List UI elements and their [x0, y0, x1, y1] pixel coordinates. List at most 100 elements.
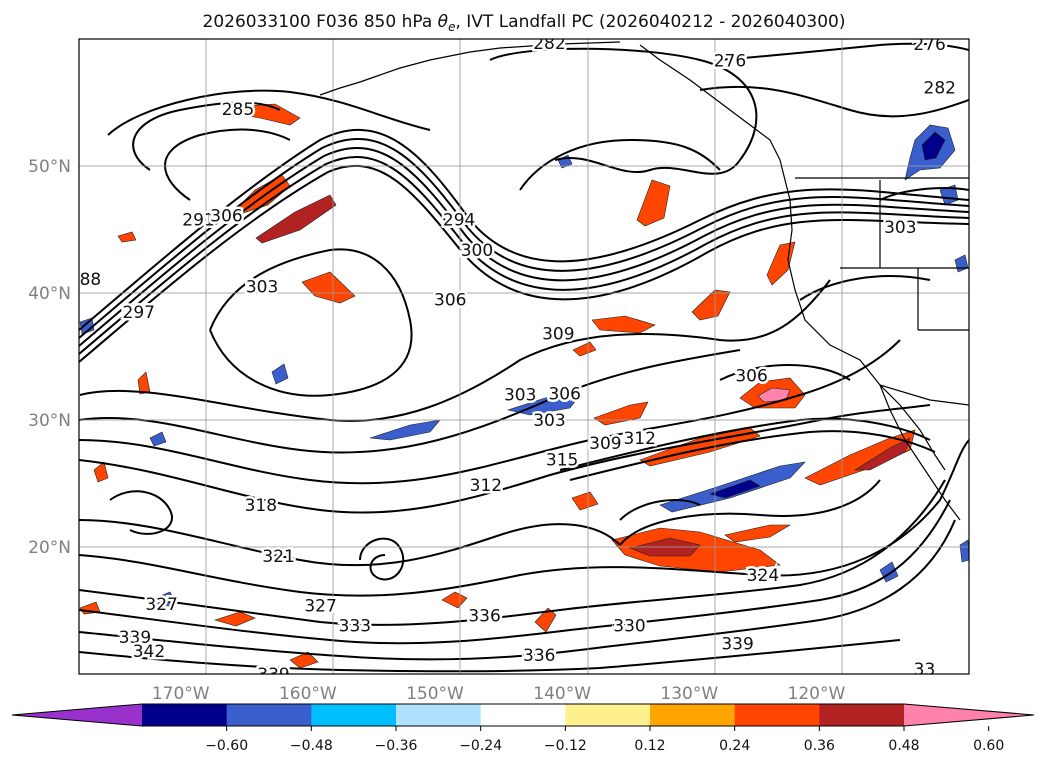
fill-pink-1 — [757, 387, 791, 403]
coastlines — [319, 41, 969, 521]
contour-south-4 — [79, 499, 951, 645]
contour-north-4 — [489, 47, 758, 175]
contour-north-7 — [719, 42, 969, 61]
colorbar-outline — [11, 703, 1035, 727]
contour-label: 327 — [145, 595, 177, 615]
contour-label: 327 — [304, 596, 336, 616]
fill-red-22 — [571, 491, 599, 511]
contour-south-5 — [79, 519, 956, 661]
colorbar-tick-label: 0.36 — [804, 738, 835, 754]
contour-label: 297 — [123, 303, 155, 323]
map-frame — [78, 38, 970, 675]
fill-red-17 — [213, 611, 256, 627]
colorbar-segment — [311, 704, 397, 726]
lon-tick-label: 160°W — [279, 684, 337, 704]
contour-label: 300 — [461, 241, 493, 261]
fill-blue-10 — [154, 591, 177, 609]
map-background — [79, 39, 969, 674]
fill-blue-9 — [149, 431, 167, 447]
contour-label: 333 — [339, 617, 371, 637]
fill-red-14 — [724, 524, 792, 543]
contour-label: 303 — [884, 218, 916, 238]
contour-shear-2 — [569, 430, 936, 481]
fill-red-5 — [636, 179, 671, 227]
fill-red-6 — [591, 315, 656, 334]
fill-red-10 — [593, 401, 649, 426]
lat-tick-label: 50°N — [28, 157, 71, 177]
fill-red-15 — [441, 591, 468, 609]
contour-label: 294 — [443, 210, 475, 230]
theta-e-contours — [79, 42, 969, 673]
fill-red-3 — [255, 194, 337, 244]
contour-shear-1 — [559, 417, 931, 471]
coastline-baja — [879, 384, 961, 521]
colorbar-segment — [565, 704, 651, 726]
colorbar-extend-low — [12, 704, 142, 726]
contour-label: 285 — [222, 100, 254, 120]
colorbar-segment — [650, 704, 736, 726]
contour-label: 321 — [262, 547, 294, 567]
contour-loop-4 — [799, 275, 931, 301]
contour-label: 330 — [613, 617, 645, 637]
colorbar-tick-label: 0.24 — [719, 738, 750, 754]
contour-loop-5 — [879, 187, 969, 201]
colorbar-tick-label: −0.60 — [205, 738, 248, 754]
border-states — [840, 180, 969, 331]
colorbar-tick-label: 0.60 — [973, 738, 1004, 754]
contour-north-3 — [164, 128, 291, 201]
contour-south-6 — [79, 639, 901, 673]
fill-red-8 — [766, 241, 796, 286]
colorbar-tick-label: −0.48 — [290, 738, 333, 754]
contour-label: 303 — [504, 386, 536, 406]
fill-red-7 — [691, 289, 731, 321]
gridlines — [79, 39, 969, 674]
contour-label: 342 — [133, 642, 165, 662]
contour-label: 88 — [80, 270, 102, 290]
contour-north-1 — [107, 89, 431, 136]
fill-red-13 — [804, 429, 916, 486]
fill-navy-1 — [708, 479, 761, 499]
contour-label: 276 — [714, 52, 746, 72]
colorbar-segment — [396, 704, 482, 726]
contour-north-2 — [132, 101, 281, 171]
lat-tick-label: 40°N — [28, 284, 71, 304]
colorbar: −0.60 −0.48 −0.36 −0.24 −0.12 0.12 0.24 0.36 0.4… — [11, 703, 1035, 754]
contour-jet-5 — [79, 165, 969, 363]
colorbar-tick-label: 0.48 — [888, 738, 919, 754]
contour-label: 339 — [257, 665, 289, 685]
lon-tick-labels: 170°W 160°W 150°W 140°W 130°W 120°W — [152, 684, 846, 704]
contour-jet-2 — [79, 138, 969, 339]
contour-label: 339 — [119, 628, 151, 648]
contour-mid-1 — [209, 248, 413, 397]
ivt-pc-fills — [79, 103, 969, 669]
contour-mid-4 — [79, 339, 901, 485]
title-theta-sub: e — [448, 20, 455, 34]
contour-label: 306 — [210, 207, 242, 227]
contour-label: 339 — [721, 635, 753, 655]
colorbar-extend-high — [904, 704, 1034, 726]
border-us-mexico — [879, 384, 969, 406]
colorbar-segment — [480, 704, 566, 726]
fill-red-4 — [301, 271, 356, 304]
contour-loop-2 — [619, 499, 701, 521]
contour-label: 282 — [533, 34, 565, 54]
lat-tick-label: 20°N — [28, 538, 71, 558]
fill-blue-7 — [271, 363, 289, 385]
lat-tick-label: 30°N — [28, 411, 71, 431]
contour-south-3 — [79, 479, 946, 626]
contour-south-7 — [619, 479, 881, 546]
colorbar-segment — [734, 704, 820, 726]
fill-blue-6 — [79, 317, 95, 335]
contour-label: 276 — [913, 35, 945, 55]
fill-red-24 — [117, 231, 137, 243]
colorbar-tick-label: 0.12 — [634, 738, 665, 754]
contour-mid-3 — [79, 349, 741, 454]
contour-label: 282 — [924, 78, 956, 98]
contour-mid-2 — [79, 279, 831, 422]
contour-label: 303 — [533, 411, 565, 431]
contour-loop-1 — [109, 490, 173, 535]
contour-label: 309 — [589, 434, 621, 454]
lon-tick-label: 140°W — [533, 684, 591, 704]
